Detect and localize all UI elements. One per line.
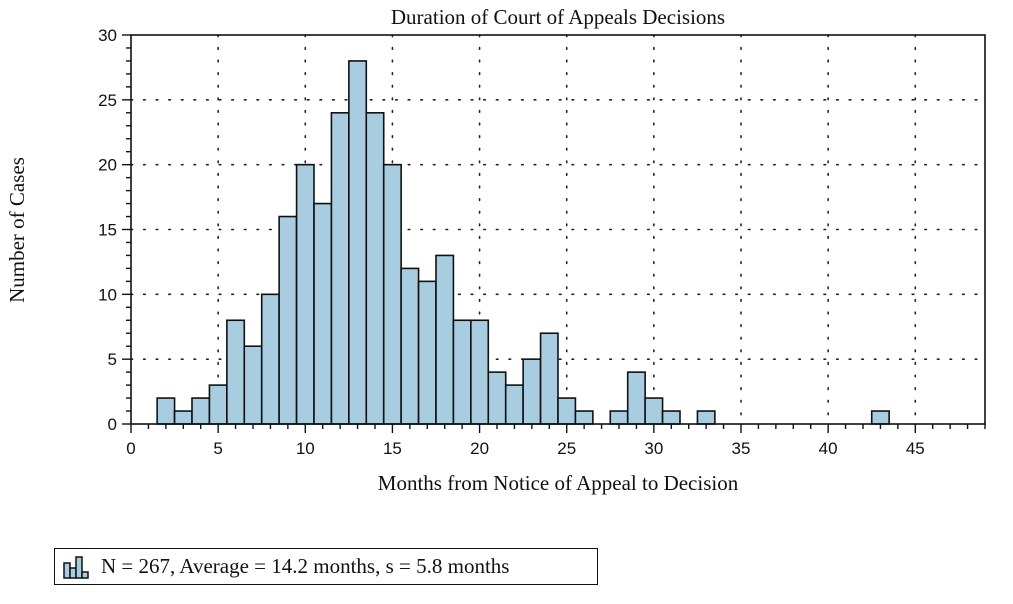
y-axis-label: Number of Cases <box>5 157 29 303</box>
y-axis-ticks: 0 5 10 15 20 25 30 <box>98 26 131 434</box>
chart-title: Duration of Court of Appeals Decisions <box>391 5 725 29</box>
histogram-bar <box>243 345 263 425</box>
histogram-bar <box>156 397 176 425</box>
x-tick-label: 15 <box>383 439 402 458</box>
histogram-bar <box>278 215 298 425</box>
histogram-bar <box>400 267 420 425</box>
histogram-bar <box>452 319 472 425</box>
histogram-bar <box>661 410 681 425</box>
histogram-bar <box>487 371 507 425</box>
x-tick-label: 30 <box>644 439 663 458</box>
y-tick-label: 5 <box>108 350 117 369</box>
y-tick-label: 25 <box>98 91 117 110</box>
histogram-chart: Duration of Court of Appeals Decisions 0… <box>5 5 986 495</box>
histogram-bar <box>382 163 402 425</box>
grid-lines <box>130 34 986 425</box>
x-tick-label: 0 <box>126 439 135 458</box>
histogram-bar <box>173 410 193 425</box>
histogram-bars <box>156 60 890 425</box>
histogram-bar <box>539 332 559 425</box>
x-tick-label: 45 <box>906 439 925 458</box>
histogram-bar <box>435 254 455 425</box>
y-tick-label: 10 <box>98 285 117 304</box>
x-tick-label: 5 <box>213 439 222 458</box>
histogram-icon <box>63 555 89 579</box>
histogram-bar <box>191 397 211 425</box>
x-axis-label: Months from Notice of Appeal to Decision <box>378 471 739 495</box>
x-tick-label: 40 <box>819 439 838 458</box>
histogram-bar <box>504 384 524 425</box>
y-tick-label: 30 <box>98 26 117 45</box>
legend-summary-text: N = 267, Average = 14.2 months, s = 5.8 … <box>101 554 510 578</box>
y-tick-label: 20 <box>98 156 117 175</box>
x-tick-label: 10 <box>296 439 315 458</box>
histogram-bar <box>522 358 542 425</box>
histogram-bar <box>644 397 664 425</box>
histogram-bar <box>365 112 385 425</box>
x-tick-label: 35 <box>732 439 751 458</box>
histogram-bar <box>208 384 228 425</box>
histogram-bar <box>609 410 629 425</box>
histogram-bar <box>870 410 890 425</box>
histogram-bar <box>260 293 280 425</box>
histogram-bar <box>417 280 437 425</box>
histogram-bar <box>557 397 577 425</box>
histogram-bar <box>626 371 646 425</box>
histogram-bar <box>574 410 594 425</box>
histogram-bar <box>348 60 368 425</box>
y-tick-label: 0 <box>108 415 117 434</box>
x-tick-label: 20 <box>470 439 489 458</box>
histogram-bar <box>295 163 315 425</box>
y-tick-label: 15 <box>98 221 117 240</box>
histogram-bar <box>313 202 333 425</box>
x-axis-ticks: 0 5 10 15 20 25 30 35 40 45 <box>126 424 986 458</box>
histogram-bar <box>226 319 246 425</box>
histogram-bar <box>330 112 350 425</box>
histogram-bar <box>696 410 716 425</box>
histogram-bar <box>470 319 490 425</box>
x-tick-label: 25 <box>557 439 576 458</box>
legend-box: N = 267, Average = 14.2 months, s = 5.8 … <box>54 548 598 585</box>
